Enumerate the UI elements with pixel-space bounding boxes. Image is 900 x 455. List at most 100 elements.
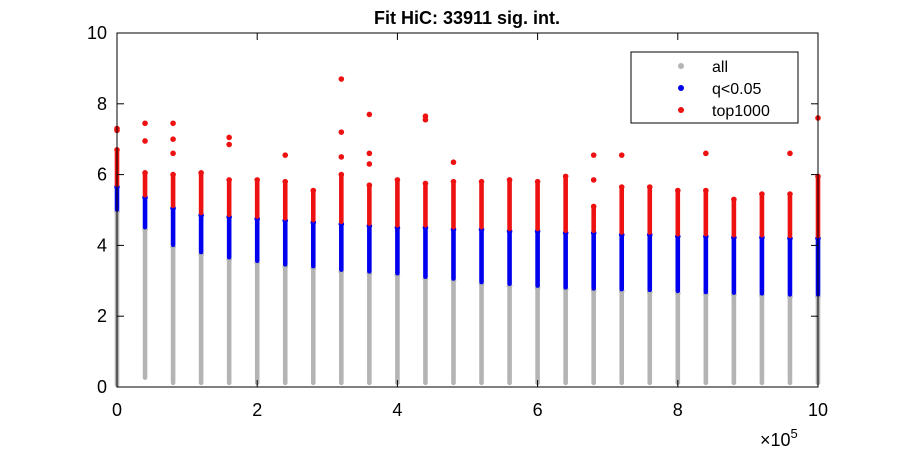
axes-box — [116, 32, 819, 388]
series-top1000-stripe — [619, 186, 625, 235]
legend-box — [630, 51, 799, 124]
legend-label-all: all — [712, 59, 728, 76]
series-all-stripe — [479, 284, 484, 386]
series-q-stripe — [703, 236, 709, 295]
series-top1000-stripe — [142, 172, 148, 198]
series-top1000-point — [675, 187, 681, 194]
series-top1000-point — [226, 134, 232, 141]
x-tick-label: 6 — [533, 400, 543, 420]
series-top1000-point — [703, 187, 709, 194]
series-all-stripe — [226, 259, 232, 386]
y-tick-label: 2 — [97, 306, 107, 326]
series-top1000-point — [198, 170, 204, 176]
series-q-stripe — [479, 229, 484, 285]
series-top1000-point — [759, 191, 765, 197]
series-top1000-point — [703, 150, 709, 157]
series-all-stripe — [675, 293, 681, 386]
series-q-stripe — [535, 231, 540, 288]
series-top1000-point — [618, 184, 625, 190]
series-q-stripe — [451, 229, 456, 281]
series-all-stripe — [619, 291, 625, 386]
series-q-stripe — [254, 218, 260, 264]
series-top1000-point — [366, 150, 373, 157]
series-top1000-point — [142, 170, 148, 176]
legend-marker-top1000 — [678, 107, 684, 113]
x-exponent-power: 5 — [791, 426, 798, 441]
axis-ticks: 0 2 4 6 8 10 0 2 4 6 8 10 — [87, 23, 828, 420]
series-top1000-stripe — [731, 199, 737, 238]
series-q-stripe — [339, 224, 344, 272]
series-all-stripe — [535, 287, 540, 386]
series-top1000-point — [170, 150, 176, 157]
series-top1000-stripe — [198, 172, 204, 216]
series-all-stripe — [142, 229, 148, 380]
series-top1000-point — [394, 177, 401, 183]
series-top1000-point — [731, 196, 737, 203]
series-all-stripe — [395, 275, 400, 386]
series-top1000-point — [422, 180, 429, 187]
legend-label-top1000: top1000 — [712, 103, 770, 120]
series-top1000-point — [590, 152, 597, 158]
series-all-stripe — [703, 294, 709, 386]
series-top1000-point — [226, 177, 232, 183]
series-all-stripe — [507, 286, 512, 386]
x-exponent-base: ×10 — [760, 430, 791, 450]
series-all-stripe — [423, 279, 428, 386]
legend: all q<0.05 top1000 — [630, 51, 799, 124]
series-all-stripe — [563, 289, 568, 386]
series-top1000-point — [310, 187, 317, 194]
legend-marker-all — [678, 63, 684, 69]
series-top1000-point — [254, 177, 260, 183]
series-top1000-point — [366, 182, 373, 189]
series-all-stripe — [339, 271, 344, 386]
series-top1000-point — [366, 161, 373, 167]
series-all-stripe — [310, 268, 316, 386]
series-top1000-stripe — [310, 190, 316, 223]
x-tick-label: 10 — [808, 400, 828, 420]
legend-marker-q — [678, 85, 684, 91]
series-top1000-point — [142, 120, 148, 127]
series-top1000-point — [338, 171, 345, 178]
series-top1000-stripe — [282, 181, 288, 221]
series-q-stripe — [619, 234, 625, 292]
y-tick-label: 10 — [87, 23, 107, 43]
series-all-stripe — [170, 247, 176, 386]
series-top1000-point — [562, 173, 569, 180]
series-top1000-stripe — [451, 181, 456, 230]
series-top1000-stripe — [703, 190, 709, 237]
series-top1000-stripe — [535, 181, 540, 232]
series-top1000-stripe — [479, 181, 484, 230]
series-top1000-stripe — [254, 179, 260, 219]
x-tick-label: 0 — [112, 400, 122, 420]
series-top1000-point — [450, 159, 457, 166]
series-q-stripe — [563, 233, 568, 290]
series-q-stripe — [423, 227, 428, 280]
series-all-stripe — [759, 295, 765, 386]
y-tick-label: 4 — [97, 235, 107, 255]
series-top1000-point — [478, 178, 485, 185]
series-top1000-stripe — [423, 183, 428, 228]
series-top1000-point — [450, 178, 457, 185]
series-q-stripe — [282, 220, 288, 267]
y-tick-label: 0 — [97, 377, 107, 397]
series-top1000-point — [338, 129, 345, 135]
series-all-stripe — [451, 280, 456, 386]
series-q-stripe — [591, 233, 596, 291]
y-tick-label: 6 — [97, 165, 107, 185]
series-top1000-point — [142, 138, 148, 144]
series-q-stripe — [367, 225, 372, 274]
series-top1000-stripe — [591, 206, 596, 234]
series-top1000-point — [282, 178, 289, 185]
series-all-stripe — [198, 254, 204, 386]
series-q-stripe — [675, 236, 681, 294]
series-q-stripe — [310, 222, 316, 269]
series-top1000-stripe — [759, 194, 765, 238]
series-top1000-stripe — [226, 179, 232, 218]
x-tick-label: 8 — [673, 400, 683, 420]
series-all — [114, 208, 821, 387]
series-top1000-point — [170, 171, 176, 178]
series-all-stripe — [282, 266, 288, 386]
series-q-stripe — [226, 217, 232, 260]
